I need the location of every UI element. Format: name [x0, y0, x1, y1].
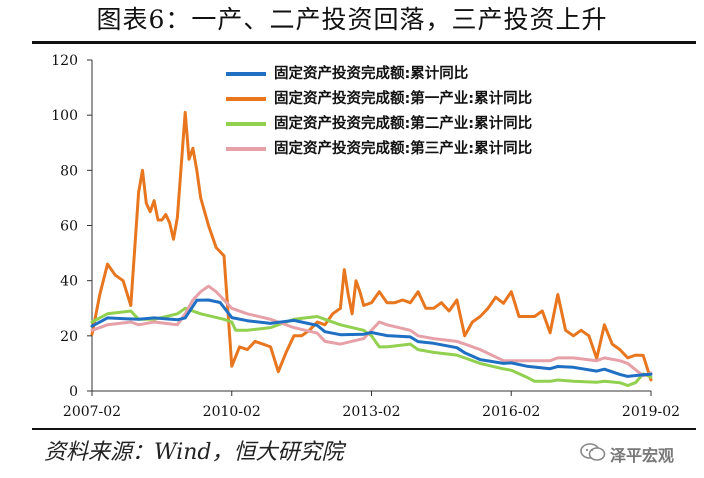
legend-label: 固定资产投资完成额:第三产业:累计同比	[274, 141, 533, 157]
legend-swatch	[226, 147, 266, 151]
legend-label: 固定资产投资完成额:累计同比	[274, 66, 469, 82]
legend: 固定资产投资完成额:累计同比 固定资产投资完成额:第一产业:累计同比 固定资产投…	[226, 62, 686, 162]
legend-swatch	[226, 97, 266, 101]
title-rule	[32, 41, 696, 44]
y-tick-label: 80	[60, 163, 78, 179]
legend-label: 固定资产投资完成额:第一产业:累计同比	[274, 91, 533, 107]
legend-item: 固定资产投资完成额:第三产业:累计同比	[226, 137, 686, 162]
x-tick-label: 2010-02	[203, 404, 261, 420]
legend-label: 固定资产投资完成额:第二产业:累计同比	[274, 116, 533, 132]
x-tick-label: 2013-02	[342, 404, 400, 420]
wechat-icon	[580, 443, 606, 461]
x-tick-label: 2007-02	[63, 404, 121, 420]
footer-rule	[32, 428, 696, 430]
legend-item: 固定资产投资完成额:第一产业:累计同比	[226, 87, 686, 112]
y-tick-label: 0	[69, 384, 78, 400]
y-tick-label: 100	[51, 108, 78, 124]
series-line	[90, 298, 653, 378]
y-tick-label: 60	[60, 219, 78, 235]
legend-item: 固定资产投资完成额:累计同比	[226, 62, 686, 87]
x-tick-label: 2016-02	[482, 404, 540, 420]
series-line	[90, 110, 653, 382]
line-chart: 0 20 40 60 80 100 120 2007-02 2010-02 2013-02 2016…	[51, 53, 680, 420]
chart-title: 图表6：一产、二产投资回落，三产投资上升	[96, 5, 608, 34]
legend-swatch	[226, 122, 266, 126]
legend-item: 固定资产投资完成额:第二产业:累计同比	[226, 112, 686, 137]
series-line	[90, 306, 653, 387]
source-note: 资料来源：Wind，恒大研究院	[44, 440, 344, 465]
y-tick-label: 20	[60, 329, 78, 345]
y-tick-label: 120	[51, 53, 78, 69]
watermark-text: 泽平宏观	[610, 446, 675, 465]
y-tick-label: 40	[60, 274, 78, 290]
watermark: 泽平宏观	[580, 438, 700, 468]
x-tick-label: 2019-02	[622, 404, 680, 420]
legend-swatch	[226, 72, 266, 76]
